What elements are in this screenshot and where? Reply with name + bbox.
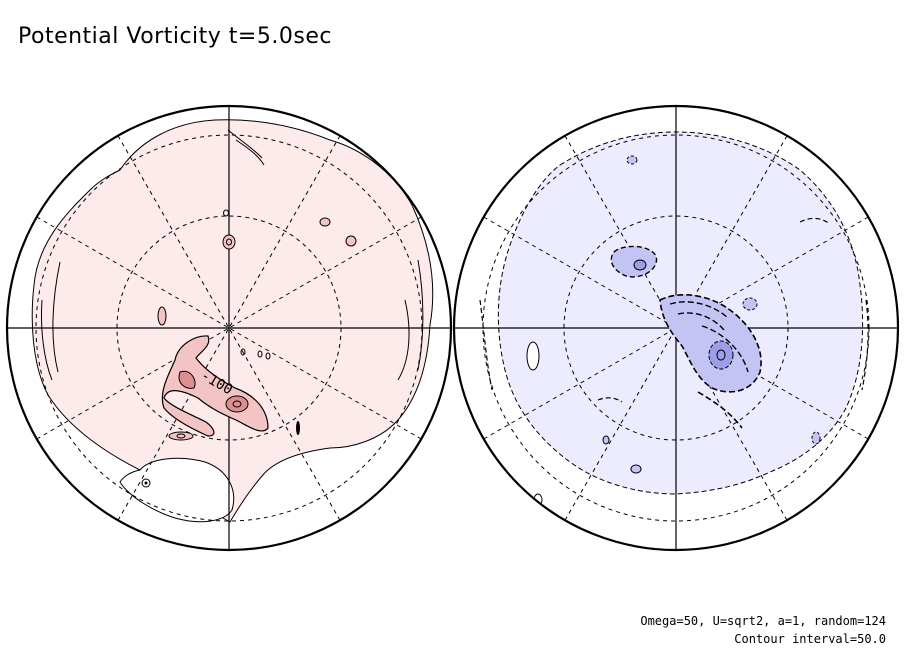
meridian-line [564,135,788,521]
meridian-line [117,135,341,521]
left-pv-field [31,119,434,523]
right-pv-vortex [659,294,762,393]
right-hemisphere [452,104,900,552]
meridian-line [483,216,869,440]
parameters-caption: Omega=50, U=sqrt2, a=1, random=124 [640,614,886,628]
figure-title: Potential Vorticity t=5.0sec [18,24,332,49]
meridian-line [117,135,341,521]
left-hemisphere-boundary [5,104,453,552]
right-hemisphere-boundary [452,104,900,552]
left-low-pv-region [119,457,235,523]
meridian-line [36,216,422,440]
left-hemisphere: -100 [5,104,453,552]
meridian-line [36,216,422,440]
left-rim-contour [41,129,424,381]
meridian-line [564,135,788,521]
meridian-line [483,216,869,440]
contour-interval-caption: Contour interval=50.0 [734,632,886,646]
